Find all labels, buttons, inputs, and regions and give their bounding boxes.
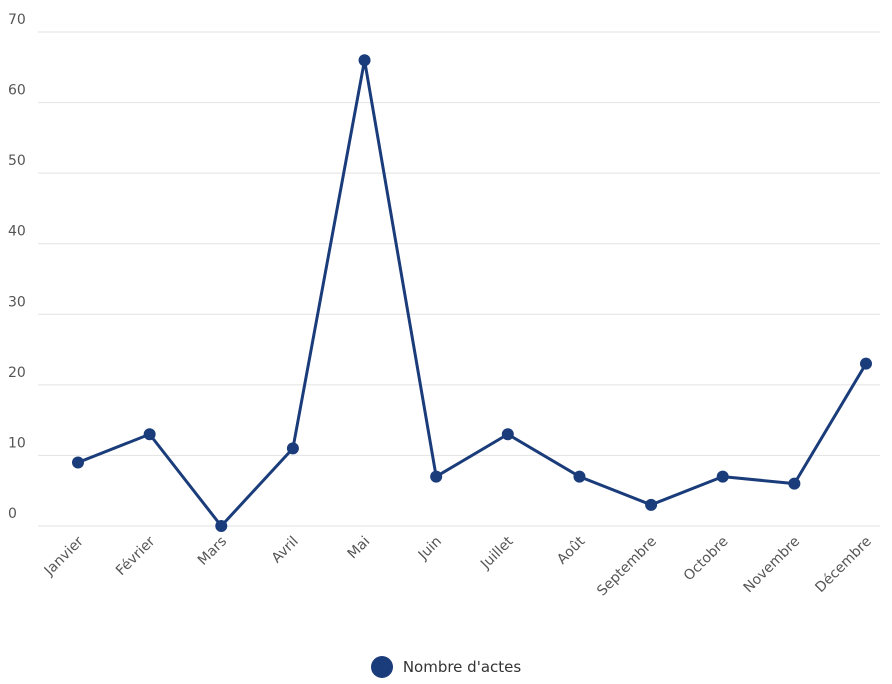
x-tick-label: Décembre [812,534,874,596]
data-point[interactable] [860,357,872,370]
legend[interactable]: Nombre d'actes [0,656,892,678]
y-tick-label: 30 [8,294,26,310]
y-tick-label: 60 [8,83,26,99]
data-point[interactable] [72,456,84,469]
x-tick-label: Novembre [741,534,804,597]
legend-swatch [370,656,393,678]
line-chart: 0 10 20 30 40 50 60 70 Janvier Février Mars Avril M… [8,12,880,599]
y-tick-label: 50 [8,153,26,169]
y-axis-ticks: 0 10 20 30 40 50 60 70 [8,12,26,522]
x-axis-ticks: Janvier Février Mars Avril Mai Juin Juillet Aoû… [41,533,875,599]
x-tick-label: Août [554,533,588,567]
y-tick-label: 0 [8,506,17,522]
data-point[interactable] [286,442,299,455]
y-tick-label: 40 [8,224,26,240]
x-tick-label: Février [113,533,159,579]
data-point[interactable] [358,54,371,67]
data-point[interactable] [143,428,156,441]
data-point[interactable] [430,470,443,483]
series-line [77,58,868,528]
data-point[interactable] [501,428,514,441]
x-tick-label: Octobre [681,534,732,585]
x-tick-label: Janvier [41,533,87,579]
y-tick-label: 10 [8,435,26,451]
data-point[interactable] [573,470,586,483]
series-nombre-actes [72,54,872,532]
x-tick-label: Juillet [477,533,517,573]
grid [38,31,880,527]
data-point[interactable] [215,520,228,532]
x-tick-label: Avril [269,534,302,567]
x-tick-label: Mai [345,534,374,563]
x-tick-label: Mars [195,534,230,569]
legend-label: Nombre d'actes [402,658,522,676]
x-tick-label: Septembre [594,534,660,600]
y-tick-label: 70 [8,12,26,28]
data-point[interactable] [788,477,801,490]
y-tick-label: 20 [8,365,26,381]
data-point[interactable] [645,498,658,511]
x-tick-label: Juin [415,534,445,564]
data-point[interactable] [716,470,729,483]
